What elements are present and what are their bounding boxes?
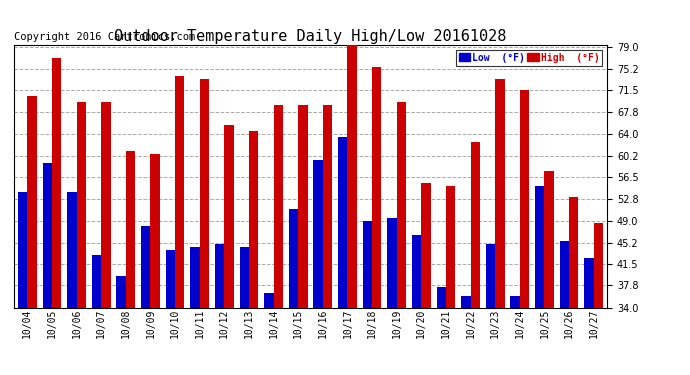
- Bar: [593, 224, 603, 308]
- Bar: [239, 247, 249, 308]
- Bar: [422, 183, 431, 308]
- Bar: [141, 226, 150, 308]
- Bar: [273, 105, 283, 308]
- Bar: [150, 154, 160, 308]
- Bar: [446, 186, 455, 308]
- Bar: [92, 255, 101, 308]
- Bar: [412, 235, 422, 308]
- Bar: [52, 58, 61, 308]
- Bar: [461, 296, 471, 307]
- Bar: [338, 136, 348, 308]
- Bar: [43, 163, 52, 308]
- Bar: [289, 209, 298, 308]
- Bar: [166, 249, 175, 308]
- Bar: [535, 186, 544, 308]
- Bar: [215, 244, 224, 308]
- Bar: [117, 276, 126, 308]
- Bar: [584, 258, 593, 308]
- Bar: [313, 160, 323, 308]
- Bar: [298, 105, 308, 308]
- Bar: [264, 293, 273, 308]
- Bar: [397, 102, 406, 308]
- Bar: [471, 142, 480, 308]
- Bar: [372, 67, 382, 308]
- Bar: [363, 220, 372, 308]
- Bar: [511, 296, 520, 307]
- Bar: [190, 247, 199, 308]
- Bar: [101, 102, 110, 308]
- Bar: [348, 44, 357, 308]
- Bar: [520, 90, 529, 308]
- Bar: [387, 217, 397, 308]
- Bar: [175, 76, 184, 307]
- Bar: [77, 102, 86, 308]
- Bar: [495, 79, 504, 308]
- Bar: [569, 197, 578, 308]
- Title: Outdoor Temperature Daily High/Low 20161028: Outdoor Temperature Daily High/Low 20161…: [115, 29, 506, 44]
- Bar: [28, 96, 37, 308]
- Bar: [224, 125, 234, 308]
- Bar: [544, 171, 554, 308]
- Bar: [67, 192, 77, 308]
- Bar: [249, 131, 258, 308]
- Text: Copyright 2016 Cartronics.com: Copyright 2016 Cartronics.com: [14, 32, 195, 42]
- Bar: [486, 244, 495, 308]
- Bar: [560, 241, 569, 308]
- Bar: [437, 287, 446, 308]
- Bar: [18, 192, 28, 308]
- Bar: [199, 79, 209, 308]
- Bar: [323, 105, 332, 308]
- Bar: [126, 151, 135, 308]
- Legend: Low  (°F), High  (°F): Low (°F), High (°F): [455, 50, 602, 66]
